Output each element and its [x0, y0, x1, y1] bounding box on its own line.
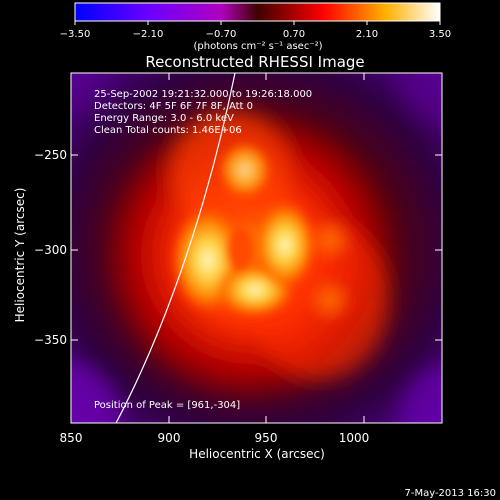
colorbar-tick-label: 2.10	[356, 29, 378, 40]
colorbar-tick-label: −0.70	[206, 29, 237, 40]
info-line: Detectors: 4F 5F 6F 7F 8F, Att 0	[94, 101, 253, 112]
info-text: 25-Sep-2002 19:21:32.000 to 19:26:18.000…	[94, 89, 312, 411]
x-tick-label: 850	[60, 431, 83, 445]
info-line: 25-Sep-2002 19:21:32.000 to 19:26:18.000	[94, 89, 312, 100]
info-line: Energy Range: 3.0 - 6.0 keV	[94, 113, 234, 124]
colorbar-tick-label: −3.50	[60, 29, 91, 40]
y-tick-label: −350	[34, 333, 67, 347]
colorbar-units-label: (photons cm⁻² s⁻¹ asec⁻²)	[193, 41, 322, 52]
colorbar: −3.50 −2.10 −0.70 0.70 2.10 3.50 (photon…	[60, 2, 451, 52]
x-tick-label: 950	[255, 431, 278, 445]
colorbar-tick-label: 3.50	[429, 29, 451, 40]
y-tick-label: −300	[34, 243, 67, 257]
colorbar-tick-marks	[74, 21, 441, 25]
colorbar-gradient	[74, 2, 441, 22]
plot-frame	[70, 72, 443, 424]
rhessi-image	[71, 73, 442, 423]
info-line: Clean Total counts: 1.46E+06	[94, 125, 242, 136]
y-tick-marks	[71, 154, 442, 341]
x-tick-label: 900	[158, 431, 181, 445]
x-tick-marks	[70, 73, 365, 423]
y-tick-label: −250	[34, 148, 67, 162]
solar-limb-line	[115, 73, 236, 423]
x-axis-label: Heliocentric X (arcsec)	[189, 447, 325, 461]
x-tick-label: 1000	[339, 431, 370, 445]
plot-title: Reconstructed RHESSI Image	[145, 53, 364, 71]
peak-position-text: Position of Peak = [961,-304]	[94, 400, 240, 411]
colorbar-tick-label: −2.10	[133, 29, 164, 40]
colorbar-tick-label: 0.70	[283, 29, 305, 40]
timestamp: 7-May-2013 16:30	[404, 488, 496, 499]
y-axis-label: Heliocentric Y (arcsec)	[13, 188, 27, 323]
